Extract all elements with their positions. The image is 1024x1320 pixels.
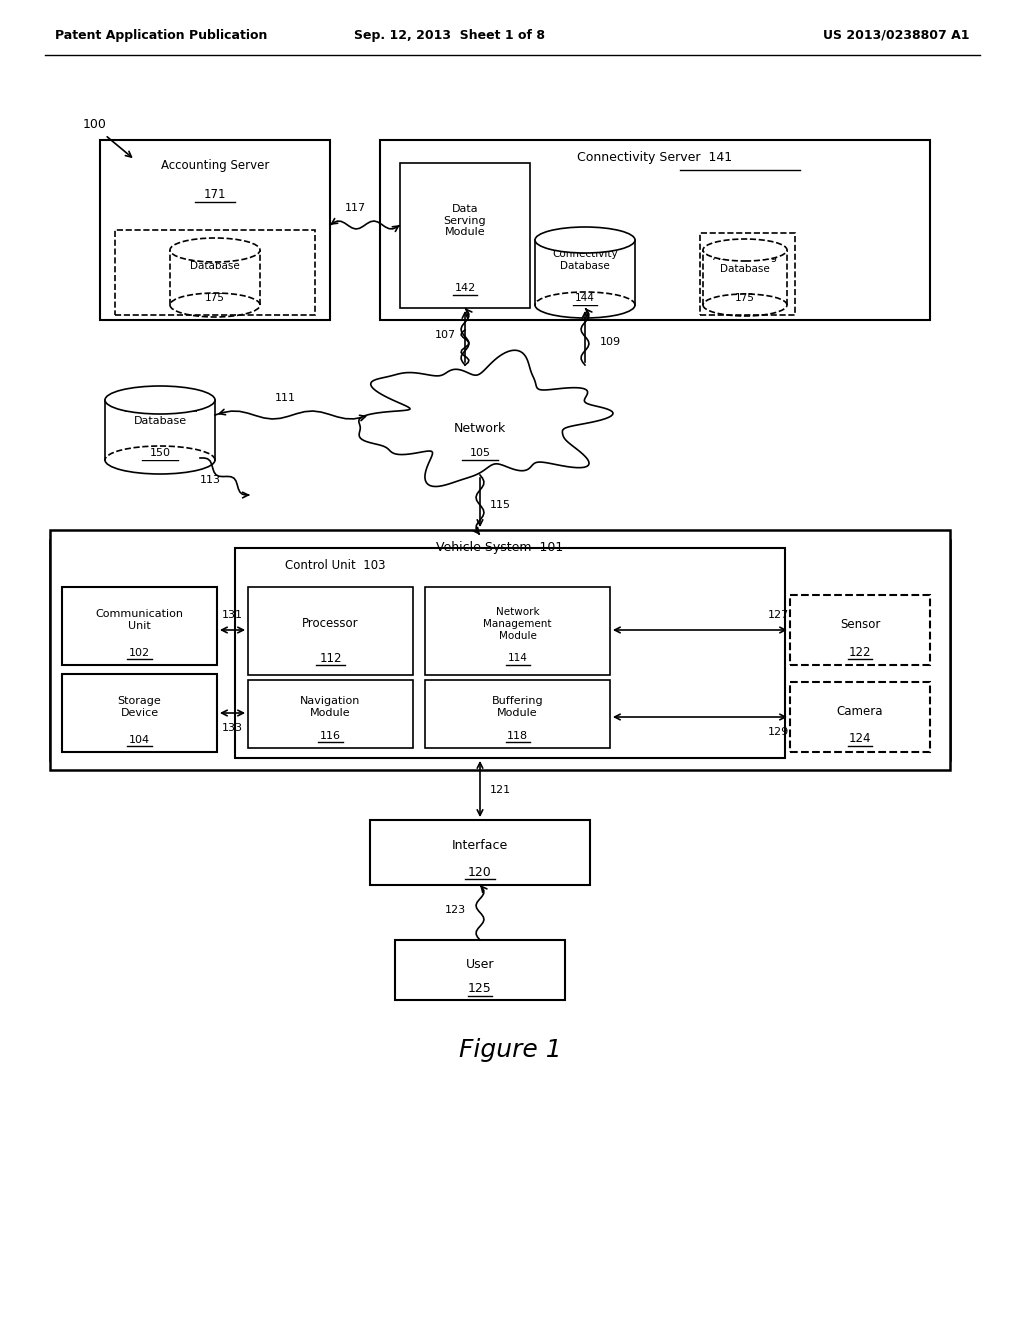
Text: Account Log
Database: Account Log Database (183, 249, 247, 271)
Text: Figure 1: Figure 1 (459, 1038, 561, 1063)
Text: Connectivity Server  141: Connectivity Server 141 (578, 152, 732, 165)
Ellipse shape (170, 238, 260, 261)
Ellipse shape (703, 239, 787, 261)
Polygon shape (358, 350, 613, 487)
Text: Data
Serving
Module: Data Serving Module (443, 203, 486, 238)
Text: Accounting Server: Accounting Server (161, 158, 269, 172)
Text: 105: 105 (469, 447, 490, 458)
Text: 112: 112 (319, 652, 342, 664)
FancyBboxPatch shape (425, 587, 610, 675)
Text: 102: 102 (129, 648, 151, 657)
Text: Sep. 12, 2013  Sheet 1 of 8: Sep. 12, 2013 Sheet 1 of 8 (354, 29, 546, 41)
Text: 150: 150 (150, 447, 171, 458)
FancyBboxPatch shape (62, 675, 217, 752)
Text: 133: 133 (221, 723, 243, 733)
Text: Vehicle System  101: Vehicle System 101 (436, 540, 563, 553)
Polygon shape (170, 249, 260, 305)
FancyBboxPatch shape (380, 140, 930, 319)
Ellipse shape (535, 227, 635, 253)
Text: Patent Application Publication: Patent Application Publication (55, 29, 267, 41)
Text: Processor: Processor (302, 618, 358, 631)
Ellipse shape (105, 385, 215, 414)
FancyBboxPatch shape (790, 595, 930, 665)
Text: 175: 175 (205, 293, 225, 304)
FancyBboxPatch shape (445, 656, 635, 738)
Text: Vehicle System  101: Vehicle System 101 (436, 549, 563, 561)
FancyBboxPatch shape (50, 540, 950, 760)
Text: 121: 121 (489, 785, 511, 795)
Text: 120: 120 (468, 866, 492, 879)
FancyBboxPatch shape (262, 656, 432, 738)
Polygon shape (703, 249, 787, 305)
FancyBboxPatch shape (100, 140, 330, 319)
FancyBboxPatch shape (234, 548, 785, 758)
Text: 100: 100 (83, 119, 106, 132)
FancyBboxPatch shape (62, 587, 217, 665)
FancyBboxPatch shape (425, 680, 610, 748)
Text: 171: 171 (204, 189, 226, 202)
Text: 111: 111 (274, 393, 296, 403)
Text: Buffering
Module: Buffering Module (492, 696, 544, 718)
Text: 144: 144 (575, 293, 595, 304)
Text: 107: 107 (434, 330, 456, 341)
Text: Storage
Device: Storage Device (118, 696, 162, 718)
Text: Connectivity
Database: Connectivity Database (552, 249, 617, 271)
Text: Account Log
Database: Account Log Database (713, 252, 777, 273)
Text: Network: Network (454, 421, 506, 434)
Polygon shape (105, 400, 215, 459)
Text: Network
Management
Module: Network Management Module (483, 607, 552, 640)
FancyBboxPatch shape (700, 234, 795, 315)
Text: User: User (466, 957, 495, 970)
FancyBboxPatch shape (790, 682, 930, 752)
Text: 115: 115 (489, 500, 511, 510)
Text: 125: 125 (468, 982, 492, 995)
Text: 118: 118 (507, 731, 528, 741)
Text: Network
Management
Module: Network Management Module (506, 672, 574, 706)
Text: 116: 116 (319, 731, 341, 741)
Text: 117: 117 (344, 203, 366, 213)
Text: 113: 113 (200, 475, 220, 484)
Polygon shape (535, 240, 635, 305)
FancyBboxPatch shape (370, 820, 590, 884)
Text: Control Unit  103: Control Unit 103 (285, 560, 385, 573)
Text: 112: 112 (336, 714, 358, 726)
Text: Processor: Processor (318, 682, 376, 696)
Text: 142: 142 (455, 282, 475, 293)
Text: 124: 124 (849, 733, 871, 746)
Text: 127: 127 (767, 610, 788, 620)
Text: 123: 123 (444, 906, 466, 915)
Text: 175: 175 (735, 293, 755, 304)
Text: 114: 114 (530, 715, 550, 725)
FancyBboxPatch shape (395, 940, 565, 1001)
Text: US 2013/0238807 A1: US 2013/0238807 A1 (823, 29, 970, 41)
FancyBboxPatch shape (250, 553, 770, 748)
Text: Control Unit  103: Control Unit 103 (285, 564, 385, 577)
Text: Navigation
Module: Navigation Module (300, 696, 360, 718)
Text: 131: 131 (221, 610, 243, 620)
Text: 104: 104 (129, 735, 151, 744)
Text: Camera: Camera (837, 705, 884, 718)
Text: 122: 122 (849, 645, 871, 659)
FancyBboxPatch shape (115, 230, 315, 315)
Text: 109: 109 (599, 337, 621, 347)
Text: 114: 114 (508, 653, 527, 663)
FancyBboxPatch shape (400, 162, 530, 308)
FancyBboxPatch shape (248, 587, 413, 675)
FancyBboxPatch shape (50, 531, 950, 770)
Text: Sensor: Sensor (840, 618, 881, 631)
Text: Interface: Interface (452, 840, 508, 851)
Text: 129: 129 (767, 727, 788, 737)
Text: Communication
Unit: Communication Unit (95, 610, 183, 631)
FancyBboxPatch shape (248, 680, 413, 748)
Text: Unified Cloud
Database: Unified Cloud Database (123, 404, 198, 426)
